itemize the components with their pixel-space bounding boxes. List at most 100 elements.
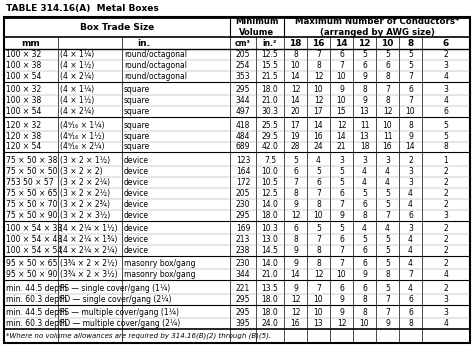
Text: 3: 3 [408, 178, 413, 187]
Text: 2: 2 [444, 189, 448, 198]
Text: 5: 5 [385, 246, 390, 255]
Text: 8: 8 [444, 143, 448, 151]
Text: 7: 7 [408, 270, 413, 279]
Text: 7.5: 7.5 [264, 156, 276, 165]
Text: FD — single cover/gang (2¼): FD — single cover/gang (2¼) [60, 295, 172, 304]
Text: 100 × 54: 100 × 54 [6, 107, 41, 116]
Text: 4: 4 [408, 246, 413, 255]
Text: 13: 13 [314, 319, 323, 328]
Text: 16: 16 [291, 319, 301, 328]
Text: 13: 13 [360, 107, 369, 116]
Text: 230: 230 [236, 259, 250, 268]
Text: 3: 3 [362, 156, 367, 165]
Text: 3: 3 [444, 61, 448, 70]
Text: 95 × 50 × 90: 95 × 50 × 90 [6, 270, 57, 279]
Text: 6: 6 [408, 211, 413, 220]
Text: 3: 3 [444, 211, 448, 220]
Text: 75 × 50 × 90: 75 × 50 × 90 [6, 211, 57, 220]
Text: 205: 205 [236, 50, 250, 59]
Text: 5: 5 [385, 189, 390, 198]
Text: 4: 4 [444, 96, 448, 105]
Text: 295: 295 [236, 308, 250, 317]
Text: 4: 4 [362, 178, 367, 187]
Text: 6: 6 [362, 61, 367, 70]
Text: 10: 10 [383, 121, 392, 130]
Text: 15.5: 15.5 [262, 61, 278, 70]
Text: 5: 5 [408, 50, 413, 59]
Text: 12: 12 [383, 107, 392, 116]
Text: device: device [124, 211, 149, 220]
Text: round/octagonal: round/octagonal [124, 72, 187, 81]
Text: 3: 3 [339, 156, 344, 165]
Text: 100 × 32: 100 × 32 [6, 50, 41, 59]
Text: 8: 8 [293, 50, 298, 59]
Text: (3¾ × 2 × 3½): (3¾ × 2 × 3½) [60, 270, 118, 279]
Text: 7: 7 [408, 72, 413, 81]
Text: 5: 5 [362, 50, 367, 59]
Text: 100 × 32: 100 × 32 [6, 85, 41, 94]
Text: square: square [124, 121, 150, 130]
Text: 213: 213 [236, 235, 250, 244]
Text: Minimum
Volume: Minimum Volume [235, 17, 279, 37]
Text: 12: 12 [314, 96, 323, 105]
Text: round/octagonal: round/octagonal [124, 61, 187, 70]
Text: 5: 5 [408, 61, 413, 70]
Text: square: square [124, 85, 150, 94]
Text: 8: 8 [362, 295, 367, 304]
Text: 2: 2 [408, 156, 413, 165]
Text: 5: 5 [385, 284, 390, 293]
Text: 9: 9 [293, 246, 298, 255]
Text: 7: 7 [339, 61, 344, 70]
Text: 8: 8 [362, 211, 367, 220]
Text: 5: 5 [293, 156, 298, 165]
Text: 5: 5 [385, 50, 390, 59]
Text: 5: 5 [385, 200, 390, 209]
Text: 205: 205 [236, 189, 250, 198]
Text: device: device [124, 200, 149, 209]
Text: 10: 10 [337, 270, 346, 279]
Text: 9: 9 [362, 270, 367, 279]
Text: 8: 8 [293, 235, 298, 244]
Text: 19: 19 [291, 131, 301, 140]
Text: 4: 4 [385, 178, 390, 187]
Text: mm: mm [22, 38, 40, 47]
Text: device: device [124, 167, 149, 176]
Text: TABLE 314.16(A)  Metal Boxes: TABLE 314.16(A) Metal Boxes [6, 4, 159, 13]
Text: (4 × 1¼): (4 × 1¼) [60, 85, 94, 94]
Text: 6: 6 [293, 167, 298, 176]
Text: 11: 11 [383, 131, 392, 140]
Text: 4: 4 [444, 270, 448, 279]
Text: 3: 3 [408, 224, 413, 233]
Text: 9: 9 [339, 308, 344, 317]
Text: 120 × 38: 120 × 38 [6, 131, 41, 140]
Text: 21.0: 21.0 [262, 96, 278, 105]
Text: 5: 5 [362, 189, 367, 198]
Text: device: device [124, 156, 149, 165]
Text: 95 × 50 × 65: 95 × 50 × 65 [6, 259, 57, 268]
Text: 120 × 32: 120 × 32 [6, 121, 41, 130]
Text: 5: 5 [316, 167, 321, 176]
Text: (4 × 2¼): (4 × 2¼) [60, 72, 94, 81]
Text: 9: 9 [362, 72, 367, 81]
Text: 14.0: 14.0 [262, 259, 278, 268]
Text: (4 × 2¼ × 1½): (4 × 2¼ × 1½) [60, 224, 118, 233]
Text: 9: 9 [293, 259, 298, 268]
Text: 12: 12 [291, 85, 300, 94]
Text: 6: 6 [443, 38, 449, 47]
Text: 24.0: 24.0 [262, 319, 278, 328]
Text: device: device [124, 178, 149, 187]
Text: 28: 28 [291, 143, 300, 151]
Text: 2: 2 [444, 284, 448, 293]
Text: 6: 6 [339, 189, 344, 198]
Text: 12.5: 12.5 [262, 189, 278, 198]
Text: (4 × 1¼): (4 × 1¼) [60, 50, 94, 59]
Text: 3: 3 [444, 295, 448, 304]
Text: 17: 17 [314, 107, 323, 116]
Text: 4: 4 [362, 224, 367, 233]
Text: 20: 20 [291, 107, 301, 116]
Text: (4 × 2¼ × 1¾): (4 × 2¼ × 1¾) [60, 235, 118, 244]
Text: in.²: in.² [263, 38, 277, 47]
Text: 7: 7 [385, 308, 390, 317]
Text: (4 × 1½): (4 × 1½) [60, 96, 94, 105]
Text: 4: 4 [385, 224, 390, 233]
